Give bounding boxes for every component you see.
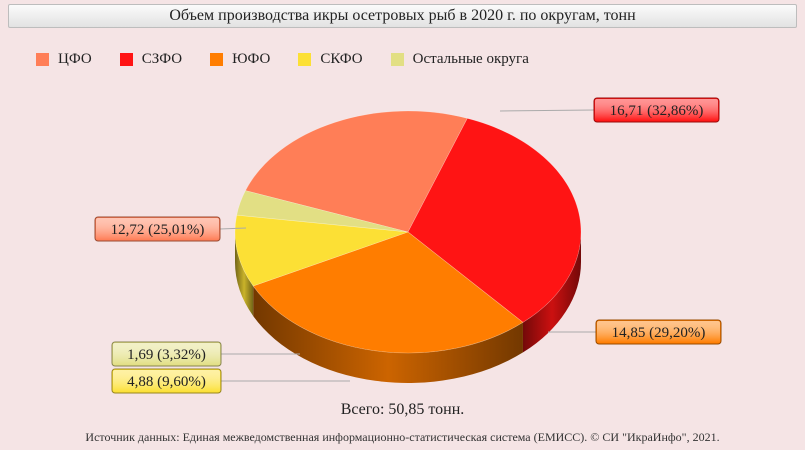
legend: ЦФО СЗФО ЮФО СКФО Остальные округа (36, 49, 557, 69)
pie-side-szfo (522, 232, 581, 353)
pie-slice-szfo[interactable] (407, 117, 582, 323)
legend-label-yufo: ЮФО (232, 50, 271, 67)
pie-slice-yufo[interactable] (252, 231, 524, 354)
pie-slice-cfo[interactable] (244, 110, 468, 233)
legend-swatch-yufo (210, 52, 224, 66)
legend-label-skfo: СКФО (320, 50, 363, 67)
source-note: Источник данных: Единая межведомственная… (85, 430, 720, 444)
legend-item-skfo[interactable]: СКФО (298, 50, 363, 68)
legend-swatch-other (390, 52, 404, 66)
data-label-gloss-skfo (113, 370, 220, 392)
legend-item-yufo[interactable]: ЮФО (210, 51, 270, 68)
data-label-szfo: 16,71 (32,86%) (610, 103, 704, 119)
data-label-gloss-szfo (595, 99, 718, 121)
pie-slice-skfo[interactable] (234, 214, 409, 287)
data-label-gloss-cfo (96, 218, 219, 240)
total-text: Всего: 50,85 тонн. (340, 401, 465, 418)
data-label-skfo: 4,88 (9,60%) (127, 374, 206, 390)
legend-label-szfo: СЗФО (141, 50, 183, 67)
legend-label-other: Остальные округа (412, 50, 529, 67)
data-label-gloss-yufo (597, 321, 720, 343)
data-label-cfo: 12,72 (25,01%) (111, 222, 205, 238)
leader-line-szfo (499, 109, 595, 112)
legend-item-szfo[interactable]: СЗФО (119, 50, 183, 68)
data-labels: 12,72 (25,01%) 16,71 (32,86%) 14,85 (29,20… (94, 97, 722, 394)
leader-line-cfo (219, 227, 247, 230)
chart-title: Объем производства икры осетровых рыб в … (8, 4, 797, 28)
data-label-other: 1,69 (3,32%) (127, 347, 206, 363)
pie-slice-other[interactable] (236, 190, 409, 233)
legend-item-cfo[interactable]: ЦФО (36, 51, 92, 68)
pie-side-skfo (235, 232, 254, 317)
pie-side-walls (235, 232, 581, 383)
pie-top (234, 110, 582, 354)
legend-label-cfo: ЦФО (58, 50, 92, 67)
legend-item-other[interactable]: Остальные округа (390, 50, 529, 68)
legend-swatch-szfo (119, 52, 133, 66)
data-label-gloss-other (113, 343, 220, 365)
legend-swatch-skfo (298, 52, 312, 66)
legend-swatch-cfo (36, 52, 49, 66)
data-label-yufo: 14,85 (29,20%) (612, 325, 706, 341)
pie-side-yufo (253, 286, 523, 383)
